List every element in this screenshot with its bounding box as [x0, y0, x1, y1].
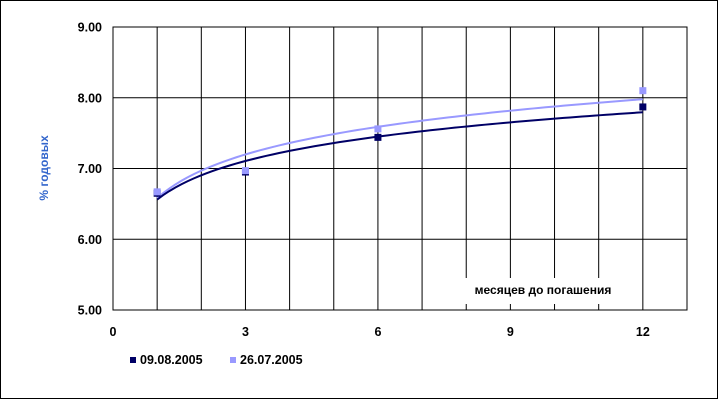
legend: 09.08.2005 26.07.2005 [130, 353, 303, 367]
x-tick-labels: 0 3 6 9 12 [110, 325, 650, 339]
data-point [374, 125, 382, 133]
y-tick-label: 7.00 [78, 162, 102, 176]
x-tick-label: 12 [636, 325, 650, 339]
data-point [639, 103, 647, 111]
trendlines [156, 98, 643, 201]
y-tick-label: 9.00 [78, 21, 102, 35]
y-tick-label: 6.00 [78, 233, 102, 247]
legend-marker [230, 357, 236, 363]
data-points [153, 87, 647, 197]
x-tick-label: 0 [110, 325, 117, 339]
data-point [241, 167, 249, 175]
y-tick-labels: 5.00 6.00 7.00 8.00 9.00 [78, 21, 102, 318]
y-tick-label: 5.00 [78, 304, 102, 318]
x-tick-label: 6 [374, 325, 381, 339]
y-axis-label: % годовых [37, 135, 51, 201]
x-axis-annotation: месяцев до погашения [475, 283, 612, 297]
annotation-box [449, 278, 637, 304]
legend-label: 09.08.2005 [140, 353, 203, 367]
trendline [156, 98, 643, 199]
data-point [639, 87, 647, 95]
legend-label: 26.07.2005 [240, 353, 303, 367]
legend-marker [130, 357, 136, 363]
trendline [156, 111, 643, 201]
x-tick-label: 3 [242, 325, 249, 339]
data-point [374, 133, 382, 141]
x-tick-label: 9 [507, 325, 514, 339]
y-tick-label: 8.00 [78, 91, 102, 105]
data-point [153, 188, 161, 196]
